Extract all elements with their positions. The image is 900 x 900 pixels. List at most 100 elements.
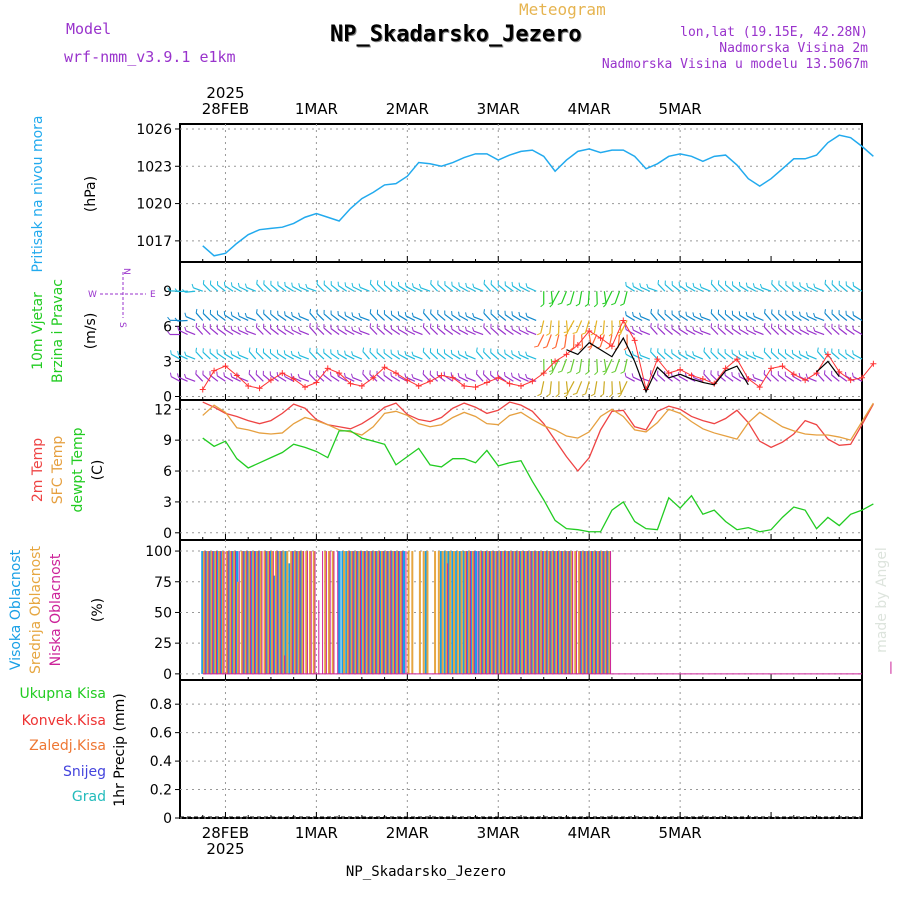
cloud-bar <box>490 551 493 674</box>
cloud-bar <box>523 551 527 674</box>
cloud-bar <box>388 551 391 674</box>
temperature-ytick-label: 12 <box>154 402 172 418</box>
wind-barb <box>217 313 226 321</box>
cloud-bar <box>375 551 379 674</box>
model-label: Model <box>66 20 112 38</box>
wind-barb-flag <box>738 372 740 377</box>
wind-barb <box>778 352 787 360</box>
cloud-bar <box>267 551 270 674</box>
wind-barb <box>238 354 249 360</box>
wind-barb <box>405 329 416 336</box>
cloud-bar <box>447 551 451 674</box>
cloud-bar <box>288 563 292 674</box>
wind-barb <box>451 314 461 321</box>
model-elevation-label: Nadmorska Visina u modelu 13.5067m <box>601 57 868 72</box>
cloud-bar <box>286 551 289 674</box>
wind-speed-marker <box>279 370 286 377</box>
temperature-panel-frame <box>179 399 863 541</box>
wind-ytick-label: 3 <box>163 354 172 370</box>
wind-barb-flag <box>548 370 554 372</box>
wind-barb <box>650 312 658 321</box>
wind-barb <box>291 354 302 360</box>
cloud-bar <box>367 551 369 674</box>
wind-barb-flag <box>411 326 414 331</box>
wind-barb <box>256 283 264 292</box>
cloud-bar <box>553 551 555 674</box>
cloud-bar <box>455 551 459 674</box>
wind-barb <box>700 316 711 322</box>
wind-barb <box>458 353 469 360</box>
temp-unit-label: (C) <box>90 460 106 481</box>
wind-speed-marker <box>222 363 229 370</box>
wind-barb <box>838 313 848 321</box>
wind-barb-flag <box>551 346 556 350</box>
wind-barb <box>550 358 554 373</box>
wind-barb-flag <box>457 325 460 330</box>
wind-barb-flag <box>617 392 622 395</box>
wind-barb-flag <box>631 326 634 331</box>
wind-barb <box>853 328 863 336</box>
station-title: NP_Skadarsko_Jezero <box>330 22 582 47</box>
wind-barb <box>238 315 249 322</box>
cloud-bar <box>206 551 209 674</box>
wind-barb <box>398 314 408 321</box>
wind-barb <box>504 353 514 360</box>
cloud-bar <box>530 551 532 674</box>
wind-barb-flag <box>309 323 311 328</box>
temp-ylabel-dewpt: dewpt Temp <box>70 427 86 512</box>
bottom-year-label: 2025 <box>206 840 244 858</box>
wind-barb-flag <box>745 311 748 317</box>
cloud-bar <box>223 551 225 674</box>
wind-barb <box>202 283 211 292</box>
wind-barb-flag <box>824 279 827 284</box>
wind-speed-marker <box>472 384 479 391</box>
wind-speed-marker <box>540 370 547 377</box>
wind-barb <box>217 284 226 292</box>
wind-barb-flag <box>344 282 347 287</box>
wind-barb <box>814 286 825 292</box>
wind-speed-marker <box>768 365 775 372</box>
wind-speed-marker <box>438 372 445 379</box>
wind-barb-flag <box>290 350 293 355</box>
wind-barb <box>483 312 492 321</box>
wind-barb-flag <box>369 279 372 284</box>
cloud-bar <box>386 551 390 674</box>
cloud-bar <box>246 551 248 674</box>
wind-barb <box>224 328 234 336</box>
temperature-ytick-label: 6 <box>163 464 172 480</box>
cloud-bar <box>502 551 505 674</box>
wind-barb <box>807 286 817 292</box>
wind-barb <box>717 313 727 321</box>
wind-barb <box>466 376 476 382</box>
cloud-bar <box>253 551 255 674</box>
wind-barb-flag <box>623 347 628 351</box>
cloud-bar <box>269 551 271 674</box>
wind-barb <box>618 381 622 395</box>
wind-barb <box>657 283 666 292</box>
cloud-bar <box>352 551 356 674</box>
wind-barb-flag <box>752 312 755 317</box>
wind-barb <box>761 287 772 292</box>
wind-speed-marker <box>597 335 604 342</box>
cloud-bar <box>460 551 463 674</box>
wind-barb <box>209 327 219 335</box>
cloud-bar <box>581 551 584 674</box>
cloud-bar <box>528 551 531 674</box>
wind-barb <box>746 315 757 322</box>
cloud-bar <box>371 551 373 674</box>
cloud-bar <box>560 551 562 674</box>
wind-barb <box>710 283 719 292</box>
wind-barb <box>603 358 607 373</box>
cloud-bar <box>322 551 324 674</box>
wind-barb <box>739 353 749 360</box>
wind-ylabel-2: Brzina i Pravac <box>50 279 66 383</box>
wind-barb <box>306 287 317 292</box>
wind-barb <box>369 326 378 335</box>
cloud-bar <box>506 551 509 674</box>
wind-barb <box>540 320 545 334</box>
wind-speed-marker <box>563 351 570 358</box>
temp-line-0 <box>202 401 874 473</box>
wind-barb <box>299 330 310 336</box>
cloud-bar <box>305 551 308 674</box>
wind-barb <box>838 284 848 292</box>
